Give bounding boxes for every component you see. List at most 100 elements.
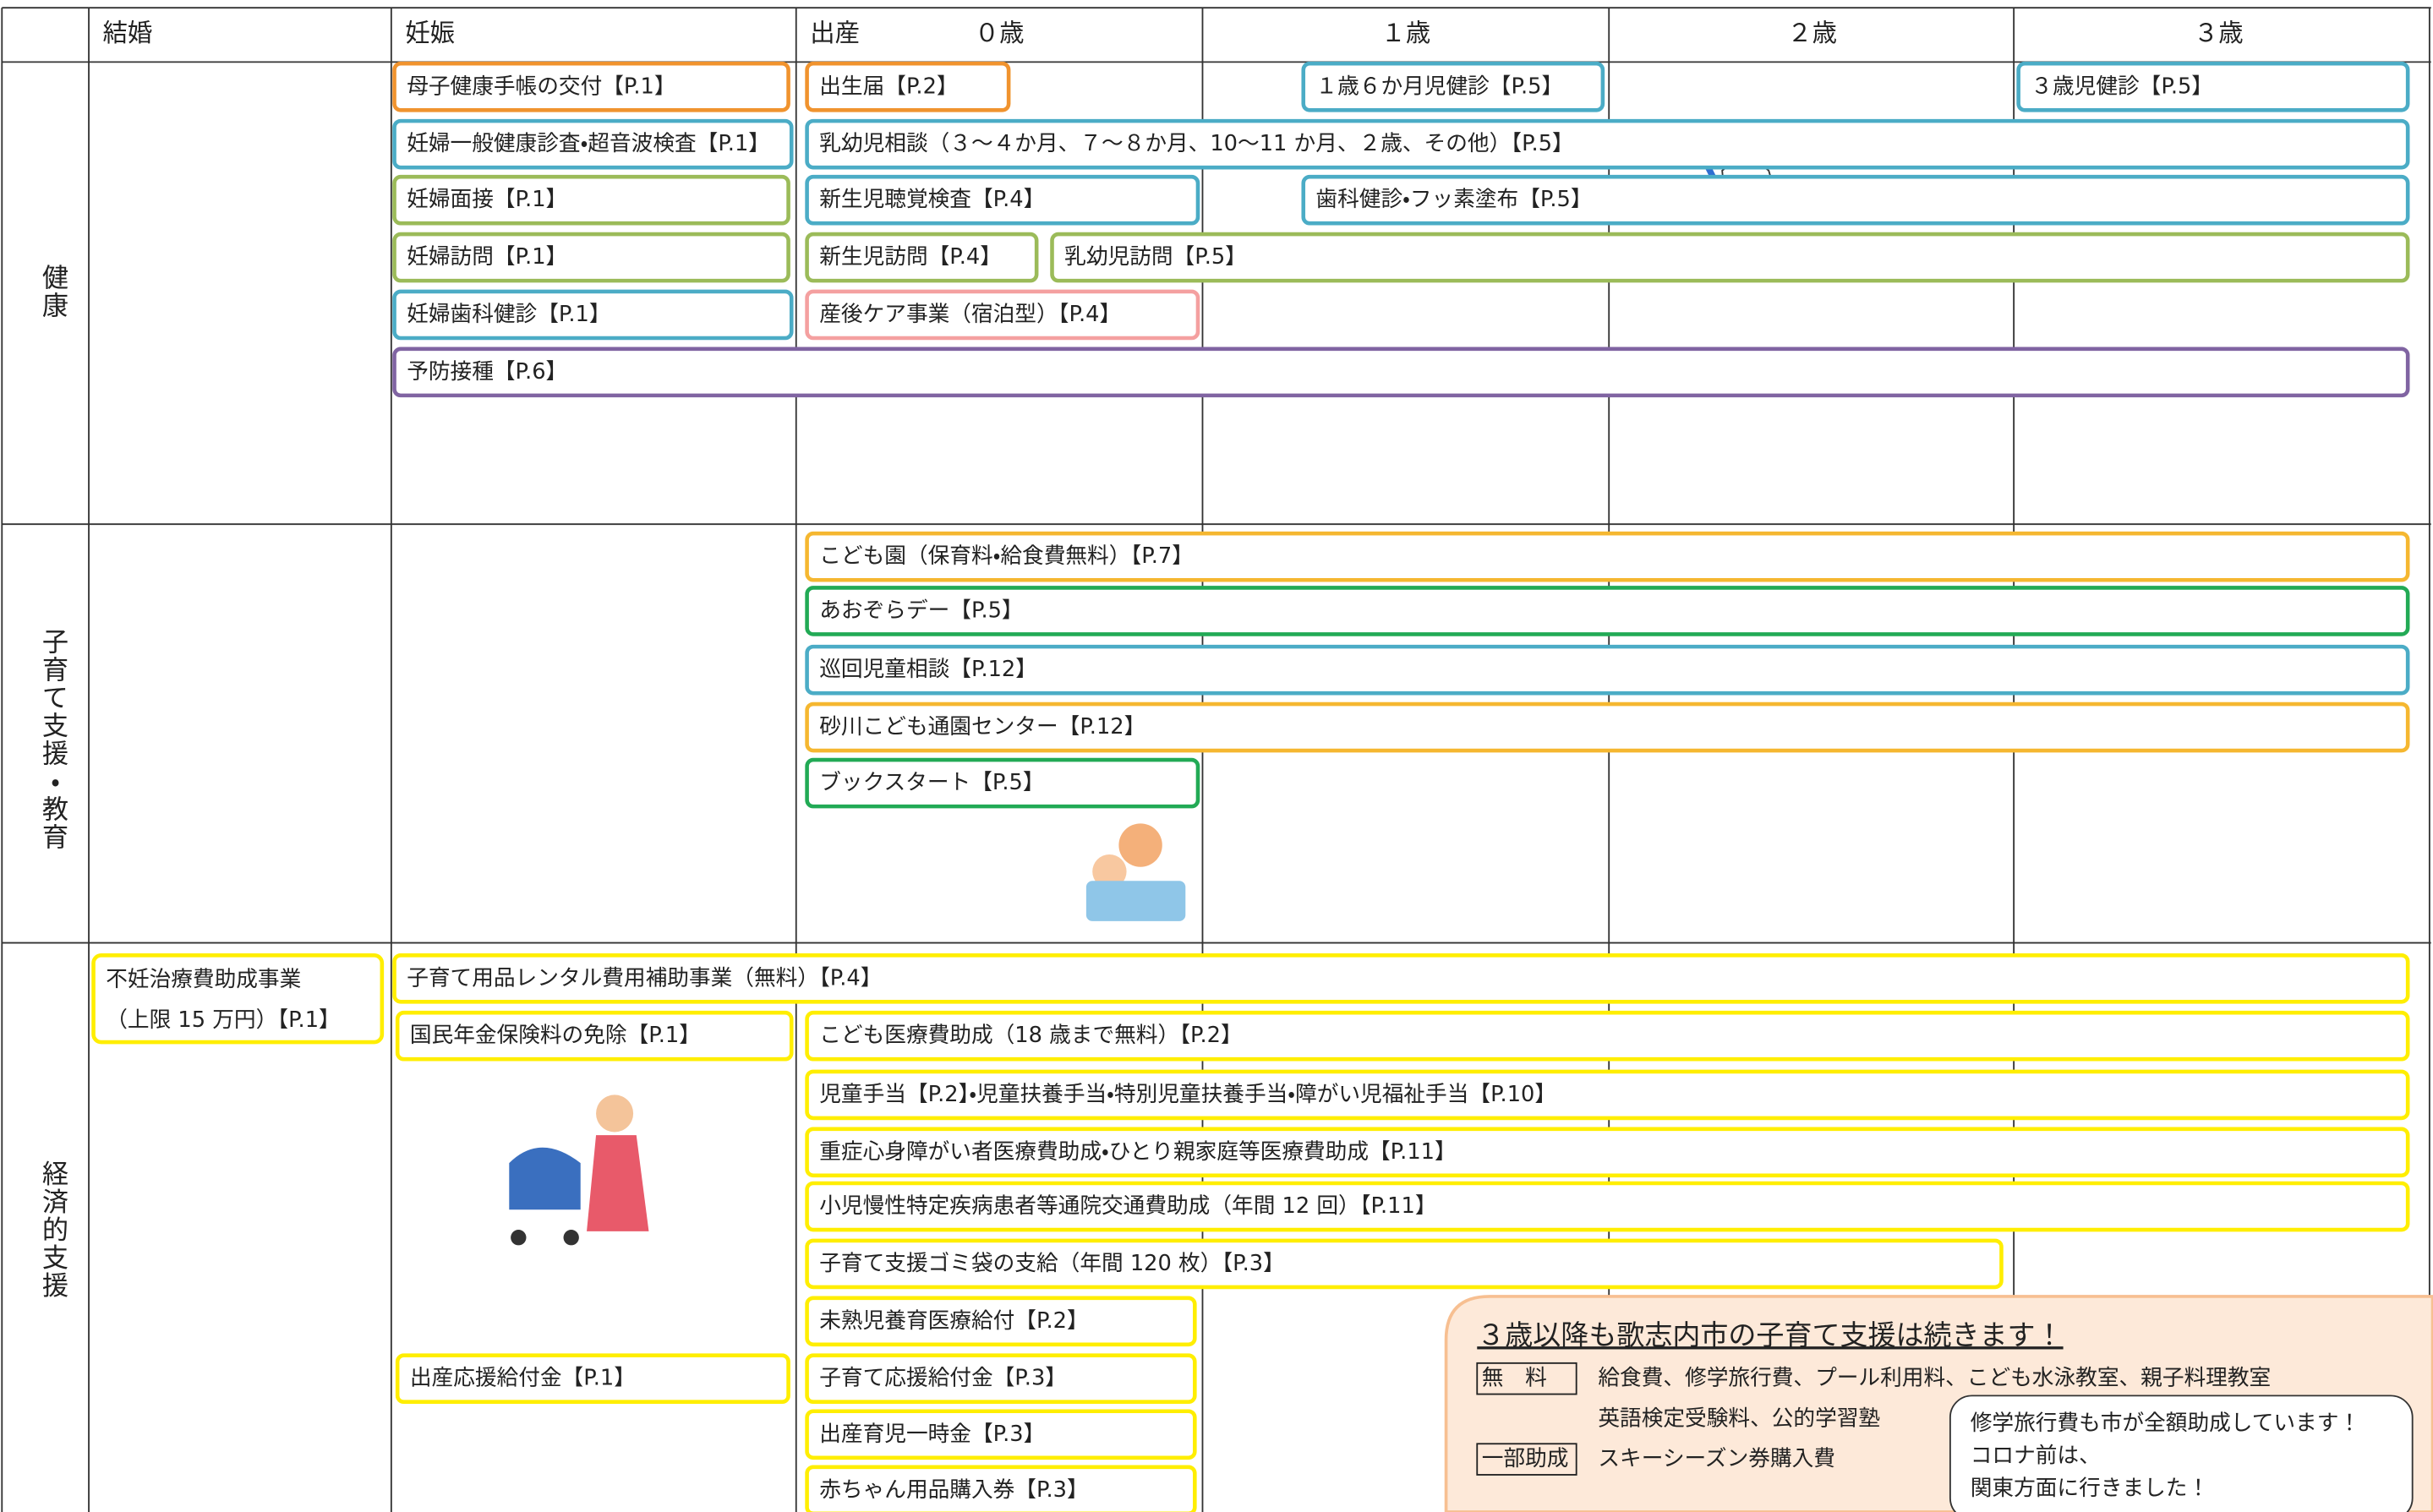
item-frame <box>805 1409 1197 1460</box>
book <box>1085 881 1186 921</box>
item-frame <box>805 757 1200 809</box>
bubble-text: コロナ前は、 <box>1971 1443 2101 1468</box>
note-title: ３歳以降も歌志内市の子育て支援は続きます！ <box>1477 1318 2063 1351</box>
item-label: 出生届【P.2】 <box>819 74 958 99</box>
item-frame <box>805 61 1011 112</box>
item-frame <box>805 1010 2410 1062</box>
label-frame <box>1476 1443 1577 1476</box>
item-frame <box>392 347 2410 398</box>
item-frame <box>805 1296 1197 1347</box>
item-frame <box>805 232 1039 283</box>
stroller <box>509 1147 581 1210</box>
item-frame <box>805 1181 2410 1232</box>
item-label: 出産応援給付金【P.1】 <box>410 1366 636 1391</box>
item-frame <box>395 1353 790 1405</box>
item-label: 予防接種【P.6】 <box>407 359 567 385</box>
item-label: 妊婦歯科健診【P.1】 <box>407 302 610 327</box>
item-frame <box>392 953 2410 1004</box>
note-text: 英語検定受験料、公的学習塾 <box>1598 1406 1880 1431</box>
item-label: 出産育児一時金【P.3】 <box>819 1422 1045 1447</box>
item-frame <box>805 1127 2410 1178</box>
item-frame <box>805 644 2410 696</box>
note-label: 一部助成 <box>1482 1446 1569 1471</box>
item-label: こども園（保育料・給食費無料）【P.7】 <box>819 543 1194 569</box>
item-frame <box>1301 61 1605 112</box>
item-label: 母子健康手帳の交付【P.1】 <box>407 74 675 99</box>
item-label: 産後ケア事業（宿泊型）【P.4】 <box>819 302 1121 327</box>
item-label: 乳幼児相談（３～４か月、７～８か月、10～11 か月、２歳、その他）【P.5】 <box>819 131 1573 156</box>
stroller-illustration <box>509 1094 649 1246</box>
row-label: 経済的支援 <box>37 1160 68 1299</box>
bubble-text: 関東方面に行きました！ <box>1971 1476 2209 1501</box>
bubble-text: 修学旅行費も市が全額助成しています！ <box>1971 1411 2360 1436</box>
item-label: 重症心身障がい者医療費助成・ひとり親家庭等医療費助成【P.11】 <box>819 1139 1456 1165</box>
item-label: ３歳児健診【P.5】 <box>2031 74 2213 99</box>
wheel <box>511 1230 527 1246</box>
item-frame <box>91 953 385 1045</box>
item-label: 巡回児童相談【P.12】 <box>819 657 1037 682</box>
row-label: 健康 <box>37 264 68 319</box>
item-frame <box>392 61 790 112</box>
item-label: 児童手当【P.2】・児童扶養手当・特別児童扶養手当・障がい児福祉手当【P.10】 <box>819 1082 1556 1107</box>
item-label: 赤ちゃん用品購入券【P.3】 <box>819 1477 1088 1503</box>
item-frame <box>392 289 794 341</box>
label-frame <box>1476 1362 1577 1395</box>
item-label: こども医療費助成（18 歳まで無料）【P.2】 <box>819 1023 1242 1048</box>
speech-bubble <box>1949 1395 2414 1512</box>
item-frame <box>805 1353 1197 1405</box>
item-frame <box>392 232 790 283</box>
item-label: 子育て支援ゴミ袋の支給（年間 120 枚）【P.3】 <box>819 1251 1285 1276</box>
column-header: ３歳 <box>2194 19 2244 47</box>
item-label: 妊婦面接【P.1】 <box>407 187 567 212</box>
item-frame <box>805 531 2410 582</box>
item-label: 妊婦訪問【P.1】 <box>407 244 567 270</box>
head <box>1118 823 1162 867</box>
item-label: 乳幼児訪問【P.5】 <box>1064 244 1247 270</box>
item-frame <box>395 1010 794 1062</box>
item-frame <box>805 1465 1197 1512</box>
column-header: ２歳 <box>1787 19 1837 47</box>
item-label: 砂川こども通園センター【P.12】 <box>819 714 1145 740</box>
item-frame <box>805 174 1200 226</box>
row-label: 子育て支援・教育 <box>37 628 68 851</box>
item-label: 新生児訪問【P.4】 <box>819 244 1002 270</box>
item-frame <box>805 289 1200 341</box>
column-header: 出産 <box>810 19 860 47</box>
item-frame <box>805 1069 2410 1121</box>
item-label: 妊婦一般健康診査・超音波検査【P.1】 <box>407 131 770 156</box>
head <box>596 1094 634 1133</box>
item-frame <box>392 118 794 170</box>
item-frame <box>805 586 2410 636</box>
item-frame <box>1301 174 2410 226</box>
note-label: 無 料 <box>1482 1366 1547 1391</box>
note-box: ３歳以降も歌志内市の子育て支援は続きます！ 無 料 給食費、修学旅行費、プール利… <box>1444 1295 2433 1512</box>
item-frame <box>805 118 2410 170</box>
dress <box>587 1135 649 1231</box>
item-label: 未熟児養育医療給付【P.2】 <box>819 1308 1088 1334</box>
item-label: 新生児聴覚検査【P.4】 <box>819 187 1045 212</box>
note-text: スキーシーズン券購入費 <box>1598 1446 1835 1471</box>
item-label: 不妊治療費助成事業 <box>106 967 301 992</box>
item-label: 子育て用品レンタル費用補助事業（無料）【P.4】 <box>407 965 882 991</box>
column-header: 妊娠 <box>405 19 455 47</box>
wheel <box>563 1230 579 1246</box>
item-label: あおぞらデー【P.5】 <box>819 598 1023 623</box>
item-label: （上限 15 万円）【P.1】 <box>106 1007 341 1033</box>
item-label: 歯科健診・フッ素塗布【P.5】 <box>1315 187 1592 212</box>
item-label: １歳６か月児健診【P.5】 <box>1315 74 1563 99</box>
item-label: 小児慢性特定疾病患者等通院交通費助成（年間 12 回）【P.11】 <box>819 1193 1436 1219</box>
column-header: １歳 <box>1381 19 1431 47</box>
item-frame <box>1050 232 2410 283</box>
head <box>1092 854 1127 889</box>
column-header: 結婚 <box>103 19 153 47</box>
item-frame <box>805 1238 2004 1290</box>
item-frame <box>392 174 790 226</box>
item-label: ブックスタート【P.5】 <box>819 770 1044 795</box>
item-frame <box>2016 61 2410 112</box>
item-label: 国民年金保険料の免除【P.1】 <box>410 1023 701 1048</box>
item-frame <box>805 701 2410 753</box>
item-label: 子育て応援給付金【P.3】 <box>819 1366 1067 1391</box>
note-text: 給食費、修学旅行費、プール利用料、こども水泳教室、親子料理教室 <box>1598 1366 2271 1391</box>
